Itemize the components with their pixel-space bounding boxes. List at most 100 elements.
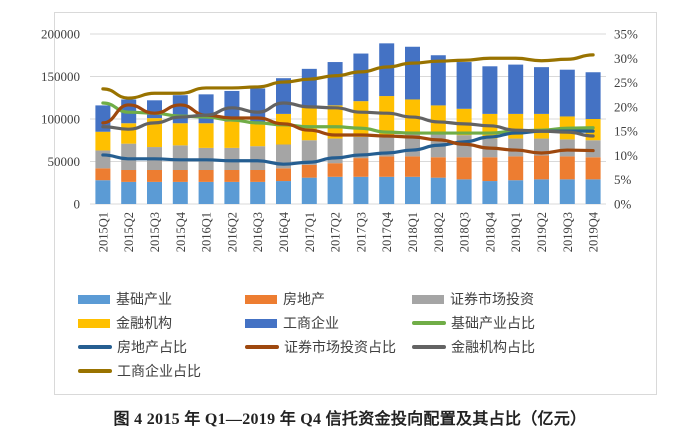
bar-segment xyxy=(121,181,137,204)
legend-line-marker xyxy=(78,369,112,373)
bar-segment xyxy=(353,53,369,102)
legend-swatch xyxy=(78,294,110,304)
bar-segment xyxy=(353,176,369,204)
bar-segment xyxy=(456,62,472,109)
bar-segment xyxy=(430,177,446,204)
bar-segment xyxy=(508,180,524,204)
bar-segment xyxy=(456,157,472,180)
bar-segment xyxy=(508,64,524,114)
bar-segment xyxy=(585,140,601,158)
bar-segment xyxy=(405,46,420,100)
x-tick-label: 2016Q2 xyxy=(225,212,239,252)
bar-segment xyxy=(250,181,266,204)
bar-segment xyxy=(379,176,395,204)
y-left-tick-label: 50000 xyxy=(48,154,81,169)
legend-item: 基础产业 xyxy=(78,289,245,309)
legend-row: 房地产占比 证券市场投资占比 金融机构占比 xyxy=(78,335,598,359)
bar-segment xyxy=(430,105,446,134)
bar-segment xyxy=(585,179,601,204)
x-tick-label: 2019Q2 xyxy=(535,212,549,252)
legend-label: 金融机构占比 xyxy=(451,340,535,356)
bar-segment xyxy=(585,157,601,180)
legend-item: 基础产业占比 xyxy=(412,313,579,333)
bar-segment xyxy=(405,156,420,177)
bar-segment xyxy=(456,108,472,136)
legend-item: 房地产占比 xyxy=(78,337,245,357)
x-tick-label: 2018Q3 xyxy=(458,212,472,252)
bar-segment xyxy=(534,155,549,180)
x-tick-label: 2016Q4 xyxy=(277,211,291,252)
x-tick-label: 2015Q1 xyxy=(96,212,110,252)
y-axis-left: 0 50000 100000 150000 200000 xyxy=(41,27,80,212)
bar-segment xyxy=(224,147,240,170)
bar-segment xyxy=(250,170,266,182)
bar-segment xyxy=(276,168,291,182)
legend-line-marker xyxy=(412,321,446,325)
y-right-tick-label: 15% xyxy=(614,124,638,139)
legend-label: 金融机构 xyxy=(116,316,172,332)
bar-segment xyxy=(95,150,111,169)
bar-segment xyxy=(301,140,317,165)
bar-segment xyxy=(482,157,498,182)
ratio-line xyxy=(101,129,595,166)
legend-swatch xyxy=(245,318,277,328)
bar-segment xyxy=(198,170,214,182)
x-axis: 2015Q1 2015Q2 2015Q3 2015Q4 2016Q1 2016Q2 2016… xyxy=(96,211,600,252)
y-right-tick-label: 35% xyxy=(614,27,638,42)
bar-segment xyxy=(172,123,188,146)
x-tick-label: 2015Q3 xyxy=(148,212,162,252)
legend-label: 房地产 xyxy=(283,292,325,308)
y-right-tick-label: 25% xyxy=(614,75,638,90)
bar-segment xyxy=(172,145,188,170)
bar-segment xyxy=(534,67,549,114)
bar-segment xyxy=(559,139,575,157)
y-left-tick-label: 100000 xyxy=(41,112,80,127)
y-right-tick-label: 30% xyxy=(614,51,638,66)
y-right-tick-label: 5% xyxy=(614,172,632,187)
legend-line-marker xyxy=(412,345,446,349)
bar-segment xyxy=(534,113,549,139)
x-tick-label: 2017Q1 xyxy=(303,212,317,252)
y-right-tick-label: 0% xyxy=(614,197,632,212)
bar-segment xyxy=(95,180,111,204)
legend-label: 基础产业占比 xyxy=(451,316,535,332)
bar-segment xyxy=(301,177,317,204)
bar-segment xyxy=(353,136,369,159)
legend-item: 房地产 xyxy=(245,289,412,309)
x-tick-label: 2015Q4 xyxy=(174,211,188,252)
legend-swatch xyxy=(245,294,277,304)
y-left-tick-label: 200000 xyxy=(41,27,80,42)
x-tick-label: 2019Q4 xyxy=(587,211,601,252)
ratio-line xyxy=(101,103,595,155)
bar-segment xyxy=(250,146,266,170)
bar-segment xyxy=(353,158,369,177)
bar-segment xyxy=(147,170,162,182)
x-tick-label: 2017Q2 xyxy=(329,212,343,252)
bar-segment xyxy=(250,123,266,147)
legend-swatch xyxy=(78,318,110,328)
bar-segment xyxy=(147,100,162,119)
bar-segment xyxy=(276,181,291,204)
bar-segment xyxy=(482,66,498,114)
bar-segment xyxy=(301,164,317,178)
bar-segment xyxy=(224,121,240,148)
bar-segment xyxy=(585,72,601,119)
bar-segment xyxy=(379,156,395,177)
chart-plot: 0 50000 100000 150000 200000 0% 5% 10% 15% 20% 25… xyxy=(41,27,638,253)
bar-segment xyxy=(327,105,343,139)
bar-segment xyxy=(121,170,137,182)
legend-label: 房地产占比 xyxy=(117,340,187,356)
bar-segment xyxy=(559,179,575,204)
x-tick-label: 2015Q2 xyxy=(122,212,136,252)
bar-segment xyxy=(559,69,575,117)
bar-segment xyxy=(353,101,369,137)
bar-segment xyxy=(430,55,446,106)
bar-segment xyxy=(405,176,420,204)
legend-line-marker xyxy=(78,345,112,349)
legend-item: 证券市场投资占比 xyxy=(245,337,412,357)
legend-item: 证券市场投资 xyxy=(412,289,579,309)
y-right-tick-label: 10% xyxy=(614,148,638,163)
bar-segment xyxy=(172,170,188,182)
bar-segment xyxy=(430,157,446,178)
bar-segment xyxy=(95,168,111,181)
